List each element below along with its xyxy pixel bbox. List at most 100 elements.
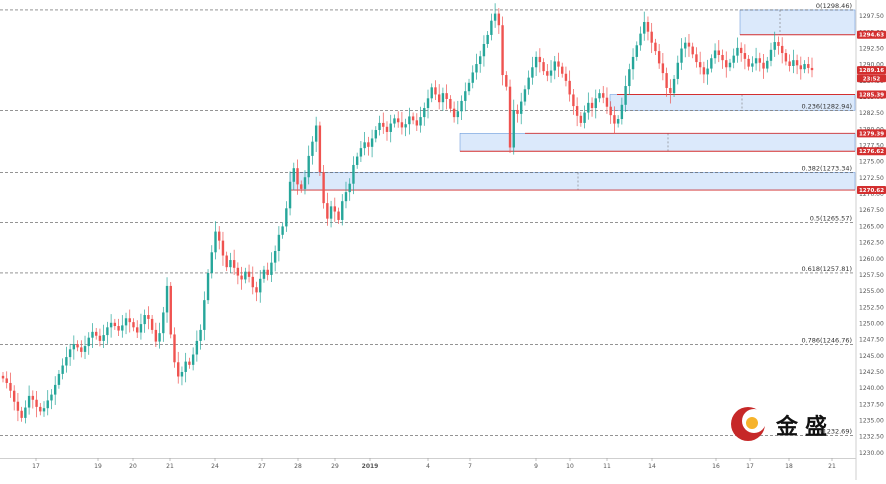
candle-body xyxy=(561,66,564,74)
candle-body xyxy=(777,42,780,46)
candle-body xyxy=(24,407,27,418)
candle-body xyxy=(124,318,128,326)
candle-body xyxy=(184,361,187,372)
candle-body xyxy=(460,100,463,112)
candle-body xyxy=(210,252,213,273)
candle-body xyxy=(590,102,594,109)
y-tick-label: 1267.50 xyxy=(859,207,884,214)
logo-sun-icon xyxy=(746,417,758,429)
y-tick-label: 1275.00 xyxy=(859,159,884,166)
candles-layer xyxy=(1,3,814,424)
candle-body xyxy=(139,324,143,333)
candle-body xyxy=(307,155,310,178)
candle-body xyxy=(20,410,23,418)
candle-body xyxy=(329,206,333,219)
candle-body xyxy=(150,318,154,330)
candle-body xyxy=(247,271,251,277)
candle-body xyxy=(669,87,672,94)
candle-body xyxy=(359,148,363,157)
candle-body xyxy=(143,315,146,325)
candle-body xyxy=(698,62,702,68)
y-tick-label: 1257.50 xyxy=(859,272,884,279)
fib-level-label: 0.618(1257.81) xyxy=(801,265,852,273)
candle-body xyxy=(784,53,788,62)
price-tag xyxy=(857,74,886,83)
candle-body xyxy=(35,399,38,407)
x-tick-label: 28 xyxy=(294,463,302,470)
fib-level-label: 0.5(1265.57) xyxy=(810,215,852,223)
candle-body xyxy=(799,65,803,70)
candle-body xyxy=(773,42,776,50)
candle-body xyxy=(42,408,46,412)
candle-body xyxy=(430,87,433,99)
candle-body xyxy=(132,322,135,328)
y-tick-label: 1297.50 xyxy=(859,13,884,20)
candle-body xyxy=(769,49,773,61)
candle-body xyxy=(609,106,612,116)
x-tick-label: 17 xyxy=(746,463,754,470)
candle-body xyxy=(173,334,176,363)
candle-body xyxy=(281,226,284,235)
candle-body xyxy=(225,255,228,268)
candle-body xyxy=(98,335,102,341)
candle-body xyxy=(598,93,601,99)
candle-body xyxy=(367,142,370,147)
candle-body xyxy=(803,64,806,70)
candle-body xyxy=(605,97,609,107)
candle-body xyxy=(747,58,750,67)
logo-text-2: 盛 xyxy=(805,414,827,440)
candle-body xyxy=(695,54,698,63)
candle-body xyxy=(363,142,366,149)
candle-body xyxy=(221,240,225,256)
candle-body xyxy=(5,378,8,383)
logo-text-1: 金 xyxy=(775,414,799,440)
candle-body xyxy=(240,275,243,280)
y-tick-label: 1232.50 xyxy=(859,434,884,441)
candle-body xyxy=(475,64,478,73)
y-tick-label: 1242.50 xyxy=(859,369,884,376)
candle-body xyxy=(728,62,732,68)
candle-body xyxy=(602,93,605,98)
candle-body xyxy=(400,122,404,128)
candle-body xyxy=(61,365,64,374)
x-tick-label: 24 xyxy=(211,463,219,470)
candle-body xyxy=(725,60,728,68)
y-tick-label: 1240.00 xyxy=(859,385,884,392)
candle-body xyxy=(288,181,292,209)
candle-body xyxy=(587,102,590,113)
candle-body xyxy=(27,395,31,408)
candle-body xyxy=(654,42,657,52)
candle-body xyxy=(419,117,422,126)
candle-body xyxy=(352,164,355,184)
candle-body xyxy=(106,327,109,336)
candle-body xyxy=(807,64,810,68)
x-tick-label: 21 xyxy=(828,463,836,470)
candle-body xyxy=(314,125,318,142)
fib-lines-layer xyxy=(0,9,855,436)
x-tick-label: 7 xyxy=(468,463,472,470)
x-tick-label: 18 xyxy=(785,463,793,470)
x-tick-label: 20 xyxy=(129,463,137,470)
candle-body xyxy=(117,326,120,331)
price-tag-label: 1294.63 xyxy=(859,33,884,39)
y-tick-label: 1277.50 xyxy=(859,143,884,150)
candle-body xyxy=(303,177,307,189)
candle-body xyxy=(423,108,426,118)
candle-body xyxy=(411,116,415,121)
candle-body xyxy=(180,371,184,377)
time-axis: 17 19 20 21 24 27 28 29 2019 4 7 9 10 11 14 16 17 18 21 xyxy=(0,458,856,470)
candle-body xyxy=(672,78,676,94)
candle-body xyxy=(736,47,739,56)
candle-body xyxy=(199,329,202,341)
candle-body xyxy=(631,56,635,70)
candle-body xyxy=(497,13,501,26)
candle-body xyxy=(109,322,113,328)
candle-body xyxy=(277,234,281,251)
candle-body xyxy=(456,111,460,118)
candle-body xyxy=(408,116,411,125)
price-tags-layer: 1294.63 1289.16 23:52 1285.39 1279.39 1276.62… xyxy=(857,30,886,195)
candle-body xyxy=(441,93,445,103)
candle-body xyxy=(121,325,124,331)
x-tick-label: 29 xyxy=(331,463,339,470)
